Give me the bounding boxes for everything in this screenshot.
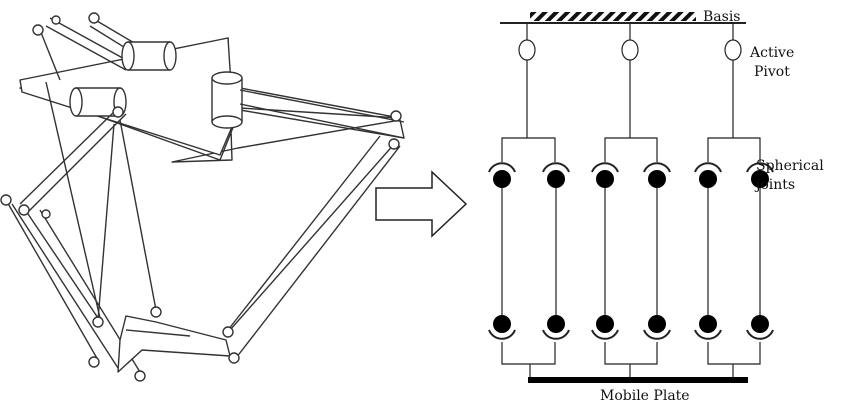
spherical-joint — [643, 162, 671, 188]
active-pivot-label-line1: Active — [749, 45, 794, 61]
active-pivot-1 — [518, 39, 536, 61]
spherical-joint — [591, 315, 619, 340]
spherical-joints-label-line2: joints — [754, 177, 795, 193]
kinematic-schematic — [500, 12, 761, 378]
basis-label: Basis — [703, 9, 740, 25]
spherical-joint — [694, 315, 722, 340]
spherical-joint — [488, 315, 516, 340]
spherical-joint — [542, 315, 570, 340]
spherical-joint — [746, 315, 774, 340]
end-effector — [117, 315, 231, 373]
spherical-joint — [488, 162, 516, 188]
spherical-joints-label-line1: Spherical — [756, 158, 824, 174]
mobile-plate-bar — [528, 377, 748, 383]
delta-robot-sketch — [0, 12, 405, 382]
spherical-joint — [694, 162, 722, 188]
active-pivot-label-line2: Pivot — [754, 64, 790, 80]
spherical-joint — [591, 162, 619, 188]
spherical-joint — [643, 315, 671, 340]
spherical-joint — [746, 162, 774, 188]
transform-arrow — [375, 170, 468, 238]
active-pivot-3 — [724, 39, 742, 61]
spherical-joint — [542, 162, 570, 188]
spherical-joints-lower — [488, 315, 774, 340]
spherical-joints-upper — [488, 162, 774, 188]
mobile-plate-label: Mobile Plate — [600, 388, 690, 404]
basis-ground — [530, 12, 696, 21]
active-pivot-2 — [621, 39, 639, 61]
